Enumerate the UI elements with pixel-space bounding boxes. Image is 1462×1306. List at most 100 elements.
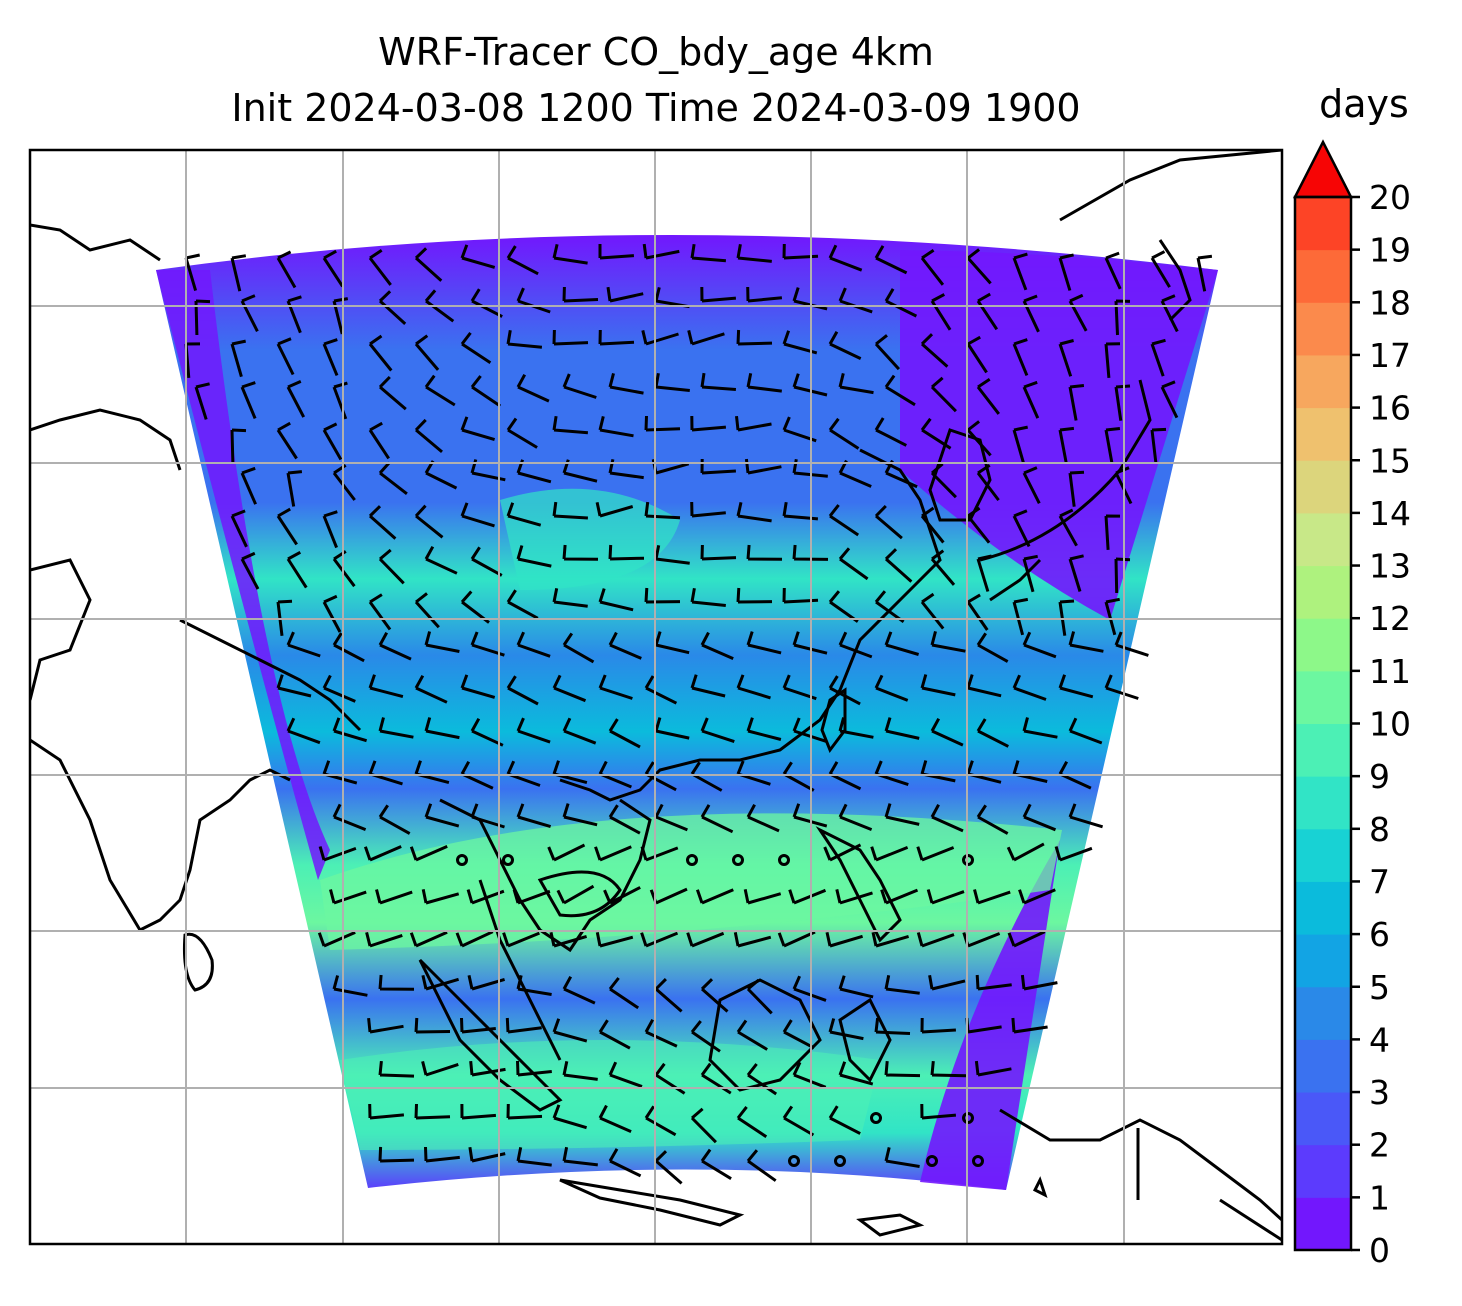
wind-barb [746, 1149, 777, 1182]
wind-barb [966, 506, 991, 544]
wind-barb [966, 335, 988, 374]
wind-barb [644, 415, 681, 432]
wind-barb [746, 717, 782, 741]
wind-barb [421, 974, 460, 991]
wind-barb [746, 544, 783, 561]
wind-barb [378, 375, 407, 411]
wind-barb [286, 470, 303, 507]
wind-barb [276, 337, 295, 376]
wind-barb [322, 422, 343, 461]
colorbar-segment [1295, 249, 1351, 303]
wind-barb [424, 803, 460, 828]
calm-wind-marker [778, 854, 790, 866]
colorbar-segment [1295, 1197, 1351, 1251]
colorbar-tick-label: 17 [1369, 336, 1411, 375]
wind-barb [516, 545, 552, 568]
wind-barb [736, 1105, 768, 1139]
wind-barb [460, 331, 492, 364]
wind-barb [608, 804, 641, 835]
wind-barb [690, 761, 723, 792]
calm-wind-marker [686, 854, 698, 866]
wind-barb [744, 458, 782, 475]
wind-barb [788, 888, 827, 905]
wind-barb [368, 334, 393, 372]
wind-barb [644, 675, 678, 705]
wind-barb [506, 245, 539, 276]
wind-barb [838, 803, 873, 831]
wind-barb [367, 1017, 404, 1034]
wind-barb [690, 501, 726, 518]
wind-barb [332, 975, 368, 997]
wind-barb [552, 674, 587, 703]
wind-barb [230, 428, 247, 465]
colorbar-segment [1295, 776, 1351, 830]
wind-barb [424, 289, 455, 323]
wind-barb [736, 587, 773, 604]
wind-barb [506, 329, 543, 349]
wind-barb [368, 674, 404, 699]
wind-barb [930, 376, 957, 413]
wind-barb [686, 931, 725, 948]
wind-barb [1068, 554, 1084, 592]
wind-barb [735, 415, 772, 432]
wind-barb [1058, 508, 1078, 547]
wind-barb [365, 932, 403, 948]
colorbar-tick-label: 15 [1369, 441, 1411, 480]
wind-barb [920, 248, 945, 286]
wind-barb [916, 846, 955, 862]
wind-barb [1020, 974, 1058, 991]
wind-barb [743, 888, 782, 905]
wind-barb [1022, 466, 1041, 504]
wind-barb [562, 975, 596, 1005]
wind-barb [828, 1018, 864, 1041]
wind-barb [644, 501, 681, 520]
wind-barb [782, 1105, 815, 1137]
wind-barb [1114, 631, 1149, 657]
map-title-line2: Init 2024-03-08 1200 Time 2024-03-09 190… [231, 86, 1081, 130]
wind-barb [1012, 425, 1029, 464]
wind-barb [594, 845, 632, 862]
wind-barb [733, 932, 772, 948]
wind-barb [823, 843, 862, 862]
wind-barb [1006, 842, 1045, 862]
wind-barb [470, 717, 504, 747]
wind-barb [409, 930, 448, 948]
wind-barb [920, 1103, 957, 1120]
coastline-sulawesi [838, 997, 892, 1083]
wind-barb [700, 631, 734, 660]
wind-barb [884, 288, 918, 318]
wind-barb [644, 1105, 677, 1137]
wind-barb [460, 674, 496, 699]
wind-barbs [184, 243, 1213, 1185]
calm-wind-marker [972, 1155, 984, 1167]
wind-barb [598, 674, 633, 700]
coastline-sakhalin [1158, 239, 1192, 322]
wind-barb [870, 846, 909, 862]
wind-barb [736, 1019, 768, 1051]
wind-barb [332, 803, 367, 831]
wind-barb [276, 507, 298, 546]
wind-barb [700, 1062, 732, 1095]
colorbar-tick-label: 0 [1369, 1231, 1390, 1270]
wind-barb [1150, 338, 1166, 377]
wind-barb [690, 587, 726, 607]
wind-barb [746, 286, 783, 303]
border-png [1136, 1128, 1282, 1242]
wind-barb [608, 1148, 642, 1178]
wind-barb [552, 1104, 588, 1130]
calm-wind-marker [456, 854, 468, 866]
wind-barb [329, 889, 367, 905]
coastline-borneo [708, 978, 822, 1092]
low-age-region-southeast [920, 840, 1060, 1190]
wind-barb [828, 761, 862, 791]
wind-barb [598, 244, 635, 260]
wind-barb [424, 717, 460, 740]
colorbar-segment [1295, 512, 1351, 567]
wind-barb [378, 461, 408, 495]
wind-barb [414, 1017, 451, 1034]
wind-barb [976, 718, 1009, 748]
wind-barb [930, 803, 964, 833]
wind-barb [966, 674, 1002, 698]
wind-barb [414, 334, 440, 371]
colorbar-tick-label: 2 [1369, 1126, 1390, 1165]
